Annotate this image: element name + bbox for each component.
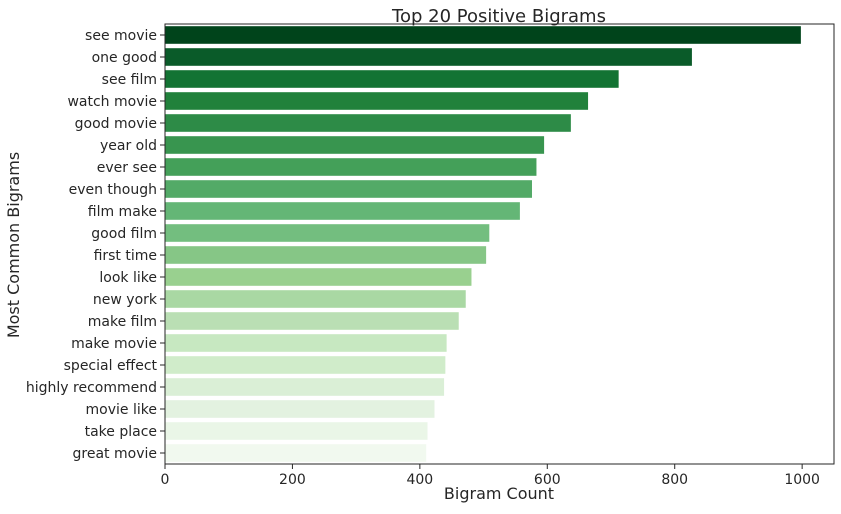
y-tick-label: film make [88,204,157,220]
bar-2 [165,70,619,88]
bar-9 [165,224,490,242]
x-axis-ticks: 0 200 400 600 800 1000 [161,464,820,488]
bars-group [165,26,801,462]
y-tick-label: highly recommend [26,380,157,396]
plot-frame [164,23,835,465]
bar-18 [165,422,428,440]
y-tick-label: year old [100,138,157,154]
x-tick-label: 600 [534,472,561,488]
y-tick-label: ever see [97,160,157,176]
bar-10 [165,246,487,264]
y-tick-label: new york [93,292,158,308]
y-tick-label: see movie [85,28,157,44]
y-tick-label: good movie [75,116,157,132]
bar-6 [165,158,537,176]
y-tick-label: great movie [73,446,157,462]
y-tick-label: special effect [64,358,158,374]
y-tick-label: make movie [71,336,157,352]
y-tick-label: see film [102,72,157,88]
bar-3 [165,92,589,110]
y-axis-label: Most Common Bigrams [4,152,23,338]
x-tick-label: 400 [406,472,433,488]
bar-12 [165,290,466,308]
y-tick-label: even though [69,182,157,198]
y-axis-ticks: see movie one good see film watch movie good… [26,28,165,462]
y-tick-label: one good [92,50,157,66]
bar-17 [165,400,435,418]
x-axis-label: Bigram Count [444,484,554,503]
y-tick-label: good film [91,226,157,242]
x-tick-label: 200 [279,472,306,488]
x-tick-label: 0 [161,472,170,488]
bar-1 [165,48,692,66]
x-tick-label: 800 [661,472,688,488]
y-tick-label: first time [94,248,157,264]
y-tick-label: look like [99,270,157,286]
bar-0 [165,26,801,44]
y-tick-label: movie like [86,402,157,418]
y-tick-label: watch movie [67,94,157,110]
bar-15 [165,356,446,374]
bar-4 [165,114,571,132]
y-tick-label: make film [88,314,157,330]
bar-13 [165,312,459,330]
bar-19 [165,444,427,462]
bar-8 [165,202,520,220]
x-tick-label: 1000 [784,472,820,488]
bar-14 [165,334,447,352]
bar-16 [165,378,445,396]
chart-title: Top 20 Positive Bigrams [391,6,606,27]
bar-5 [165,136,545,154]
bar-11 [165,268,472,286]
bar-7 [165,180,532,198]
y-tick-label: take place [85,424,157,440]
